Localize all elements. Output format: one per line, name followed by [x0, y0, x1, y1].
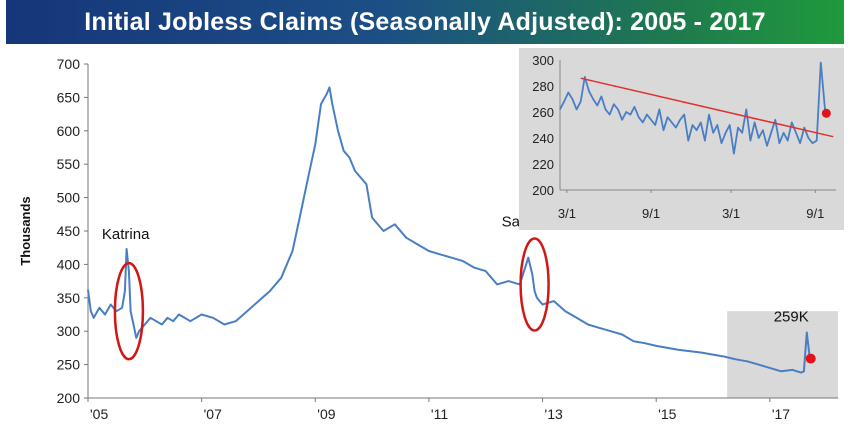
y-tick-label: 550	[57, 156, 81, 172]
x-tick-label: '07	[204, 406, 222, 422]
y-tick-label: 400	[57, 256, 81, 272]
inset-x-tick-label: 3/1	[558, 206, 576, 221]
latest-point-marker	[805, 353, 816, 364]
y-tick-label: 350	[57, 290, 81, 306]
highlight-region	[727, 311, 838, 398]
annotation-label: 259K	[774, 309, 809, 326]
chart-title: Initial Jobless Claims (Seasonally Adjus…	[84, 7, 766, 36]
title-bar: Initial Jobless Claims (Seasonally Adjus…	[6, 0, 844, 44]
y-tick-label: 500	[57, 190, 81, 206]
inset-y-tick-label: 240	[532, 131, 554, 146]
y-tick-label: 650	[57, 89, 81, 105]
inset-y-tick-label: 220	[532, 157, 554, 172]
sandy-ellipse	[519, 237, 550, 332]
inset-x-tick-label: 9/1	[806, 206, 824, 221]
inset-y-tick-label: 280	[532, 79, 554, 94]
inset-x-tick-label: 3/1	[722, 206, 740, 221]
y-tick-label: 250	[57, 357, 81, 373]
x-tick-label: '13	[545, 406, 563, 422]
y-axis-title: Thousands	[18, 196, 33, 265]
y-tick-label: 450	[57, 223, 81, 239]
inset-y-tick-label: 300	[532, 53, 554, 68]
inset-chart: 200 220 240 260 280 300 3/1 9/1 3/1 9/1	[519, 48, 844, 230]
inset-claims-line	[559, 61, 826, 155]
x-tick-label: '15	[658, 406, 676, 422]
inset-trend-line	[580, 77, 834, 138]
claims-line	[87, 86, 812, 374]
katrina-ellipse	[113, 261, 145, 361]
inset-x-tick-label: 9/1	[642, 206, 660, 221]
y-tick-label: 200	[57, 390, 81, 406]
inset-background	[519, 48, 844, 230]
main-chart: 200 250 300 350 400 450 500 550 600 650 700 '05 '07 '…	[18, 56, 838, 422]
inset-latest-marker	[821, 108, 831, 118]
inset-y-tick-label: 260	[532, 105, 554, 120]
y-tick-label: 700	[57, 56, 81, 72]
x-tick-label: '05	[90, 406, 108, 422]
y-tick-label: 300	[57, 323, 81, 339]
inset-y-tick-label: 200	[532, 183, 554, 198]
x-tick-label: '11	[431, 406, 448, 422]
y-tick-label: 600	[57, 123, 81, 139]
x-tick-label: '17	[772, 406, 790, 422]
annotation-label: Katrina	[102, 226, 150, 243]
x-tick-label: '09	[317, 406, 335, 422]
